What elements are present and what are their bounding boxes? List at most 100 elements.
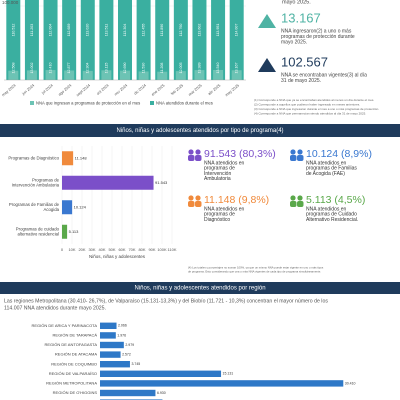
bar: [100, 370, 222, 377]
x-tick-label: may 2025: [225, 83, 240, 97]
value-label: 11.148: [75, 155, 88, 160]
value-label: 2.979: [125, 343, 134, 347]
footnote: (3) Corresponde a NNA que ingresaron dur…: [254, 107, 379, 111]
x-tick-label: 110K: [167, 247, 176, 252]
stat-value: 91.543 (80,3%): [204, 148, 276, 160]
value-label: 112.004: [48, 24, 52, 37]
footnote: de programa. Esto considerando que una o…: [188, 270, 321, 274]
value-label: 13.115: [104, 63, 108, 74]
value-label: 2.572: [122, 353, 131, 357]
stat-value: 102.567: [281, 54, 328, 69]
legend-label: NNA atendidos durante el mes: [156, 100, 213, 105]
stat-text: NNA ingresaron(2) a uno o más: [281, 28, 352, 34]
x-tick-label: 10K: [68, 247, 75, 252]
people-icon: [297, 149, 303, 155]
bar: [192, 0, 207, 81]
bar: [100, 332, 116, 339]
x-tick-label: 50K: [108, 247, 115, 252]
bar: [213, 69, 224, 80]
value-label: 12.690: [123, 63, 127, 74]
value-label: 113.951: [216, 24, 220, 37]
value-label: 113.304: [123, 24, 127, 37]
value-label: 6.930: [157, 391, 166, 395]
people-icon: [195, 195, 201, 201]
y-tick-label: REGIÓN DE VALPARAÍSO: [49, 371, 97, 376]
value-label: 2.066: [118, 324, 127, 328]
people-icon: [188, 155, 195, 161]
people-icon: [290, 155, 297, 161]
axis-title: Niños, niñas y adolescentes: [89, 254, 146, 259]
value-label: 11.208: [160, 63, 164, 74]
bar: [45, 70, 56, 80]
bar: [80, 0, 95, 80]
x-tick-label: 60K: [118, 247, 125, 252]
paragraph: 114.007 NNA atendidos durante mayo 2025.: [4, 305, 106, 311]
bar: [138, 71, 149, 80]
bar: [62, 151, 74, 166]
bar: [100, 389, 156, 397]
bar: [82, 70, 93, 80]
x-tick-label: mar 2025: [188, 83, 203, 96]
people-icon: [188, 195, 194, 201]
y-tick-label: REGIÓN DE O'HIGGINS: [53, 390, 98, 395]
bar: [8, 70, 19, 80]
people-icon: [290, 201, 297, 207]
legend-swatch: [30, 101, 34, 105]
value-label: 112.455: [142, 24, 146, 37]
y-tick-label: REGIÓN DE ARICA Y PARINACOTA: [32, 323, 98, 328]
stat-value: 5.113 (4,5%): [306, 194, 365, 206]
bar: [26, 70, 37, 80]
stat-text: programas de protección durante: [281, 34, 355, 40]
legend-label: NNA que ingresan a programas de protecci…: [36, 100, 140, 105]
bar: [100, 380, 344, 387]
value-label: 113.020: [86, 24, 90, 37]
value-label: 3.745: [131, 362, 140, 366]
bar: [43, 0, 58, 80]
legend-swatch: [150, 101, 154, 105]
y-tick-label: REGIÓN METROPOLITANA: [46, 380, 97, 385]
paragraph: Las regiones Metropolitana (30.410- 26,7…: [4, 298, 328, 304]
value-label: 111.203: [30, 24, 34, 36]
bar: [62, 200, 73, 215]
bar: [155, 0, 170, 80]
stat-value: 13.167: [281, 10, 321, 25]
value-label: 12.304: [86, 63, 90, 74]
value-label: 15.131: [223, 372, 234, 376]
bar: [100, 341, 124, 349]
people-icon: [297, 155, 304, 161]
stat-text: Diagnóstico: [204, 217, 230, 223]
x-tick-label: oct 2024: [96, 83, 110, 95]
bar: [62, 224, 68, 239]
bar: [100, 322, 117, 329]
bar: [64, 70, 75, 80]
bar: [229, 0, 244, 81]
footnote: (4) Los totales y porcentajes no suman 1…: [188, 266, 324, 270]
people-icon: [195, 155, 202, 161]
people-icon: [290, 195, 296, 201]
bar: [6, 0, 21, 80]
y-tick-label: Programas de Familias de Acogida: [9, 202, 60, 212]
x-tick-label: 40K: [98, 247, 105, 252]
footnote: (2) Corresponde a aquellos que pudieron …: [254, 102, 360, 106]
bar: [231, 70, 242, 80]
bar: [62, 0, 77, 81]
stat-text: NNA atendidos en: [306, 160, 347, 166]
value-label: 13.167: [235, 63, 239, 74]
people-icon: [195, 201, 202, 207]
bar: [173, 0, 188, 80]
value-label: 114.007: [235, 24, 239, 37]
value-label: 12.877: [67, 63, 71, 74]
y-tick-label: 100.000: [2, 0, 19, 5]
section-title: Niños, niñas y adolescentes atendidos po…: [116, 128, 283, 134]
bar: [175, 71, 186, 80]
stat-value: 10.124 (8,9%): [306, 148, 372, 160]
bar: [62, 175, 154, 190]
stat-text: NNA atendidos en: [306, 206, 347, 212]
x-tick-label: may 2024: [1, 83, 16, 97]
bar: [100, 351, 121, 358]
value-label: 13.002: [30, 63, 34, 74]
value-label: 113.602: [197, 24, 201, 37]
section-band: [0, 124, 400, 137]
bar: [120, 70, 130, 80]
